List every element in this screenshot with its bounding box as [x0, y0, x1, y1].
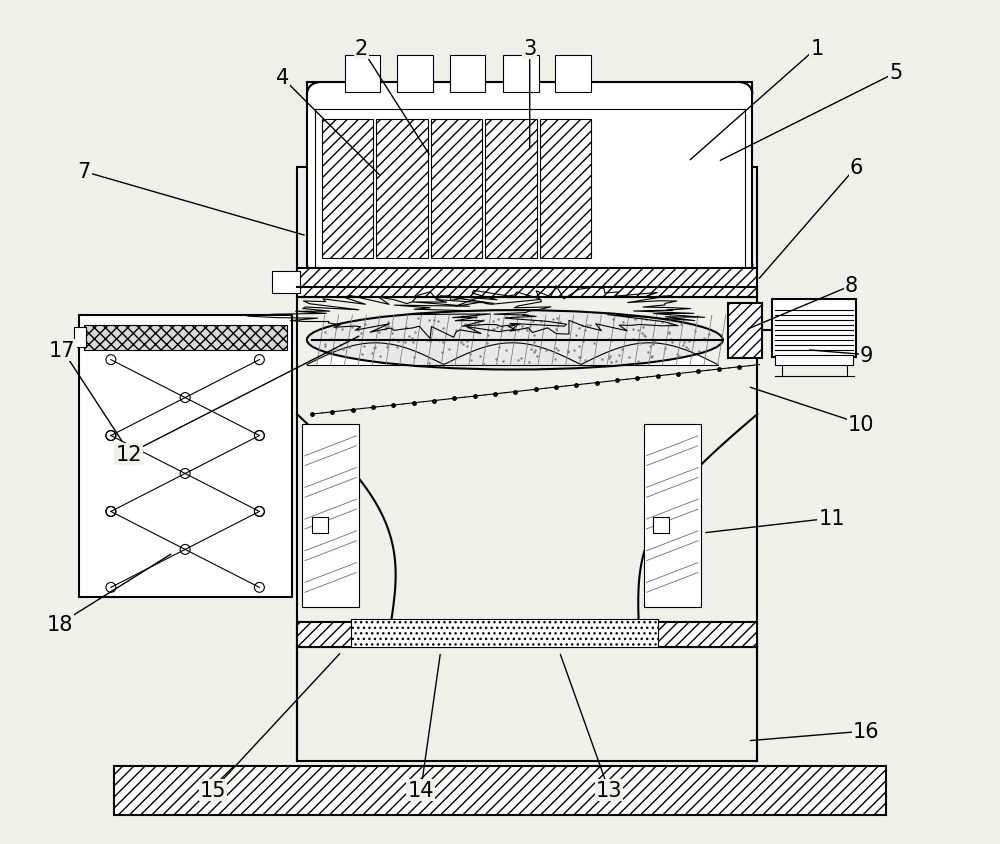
Text: 15: 15: [200, 781, 226, 800]
Bar: [376, 120, 428, 258]
Bar: [74, 327, 86, 348]
Text: 4: 4: [276, 68, 289, 89]
Text: 1: 1: [810, 39, 823, 58]
Bar: [653, 517, 669, 533]
Bar: [84, 326, 287, 350]
Bar: [397, 56, 433, 93]
Text: 12: 12: [115, 444, 142, 464]
Text: 11: 11: [818, 508, 845, 528]
Bar: [297, 268, 757, 298]
Text: 17: 17: [49, 340, 76, 360]
Text: 9: 9: [860, 345, 873, 365]
Bar: [272, 272, 300, 294]
Bar: [315, 110, 745, 268]
Text: 2: 2: [355, 39, 368, 58]
Text: 10: 10: [848, 414, 875, 435]
Bar: [503, 56, 539, 93]
Bar: [312, 517, 328, 533]
Bar: [351, 619, 658, 647]
Text: 7: 7: [78, 162, 91, 182]
Bar: [307, 84, 752, 276]
Bar: [79, 316, 292, 598]
Text: 14: 14: [408, 781, 434, 800]
Text: 8: 8: [845, 276, 858, 296]
Bar: [644, 425, 701, 608]
Bar: [728, 304, 762, 358]
Text: 5: 5: [889, 63, 903, 84]
Bar: [297, 167, 757, 760]
Text: 6: 6: [850, 157, 863, 177]
Text: 16: 16: [853, 721, 880, 741]
Bar: [302, 425, 359, 608]
Bar: [555, 56, 591, 93]
Bar: [322, 120, 373, 258]
Text: 13: 13: [596, 781, 622, 800]
Polygon shape: [307, 344, 718, 365]
Ellipse shape: [307, 311, 723, 370]
Bar: [431, 120, 482, 258]
Text: 3: 3: [523, 39, 536, 58]
Bar: [114, 766, 886, 815]
Bar: [540, 120, 591, 258]
Bar: [450, 56, 485, 93]
Bar: [485, 120, 537, 258]
Bar: [775, 355, 853, 365]
Bar: [345, 56, 380, 93]
Text: 18: 18: [46, 614, 73, 634]
Bar: [772, 300, 856, 357]
Bar: [297, 622, 757, 647]
